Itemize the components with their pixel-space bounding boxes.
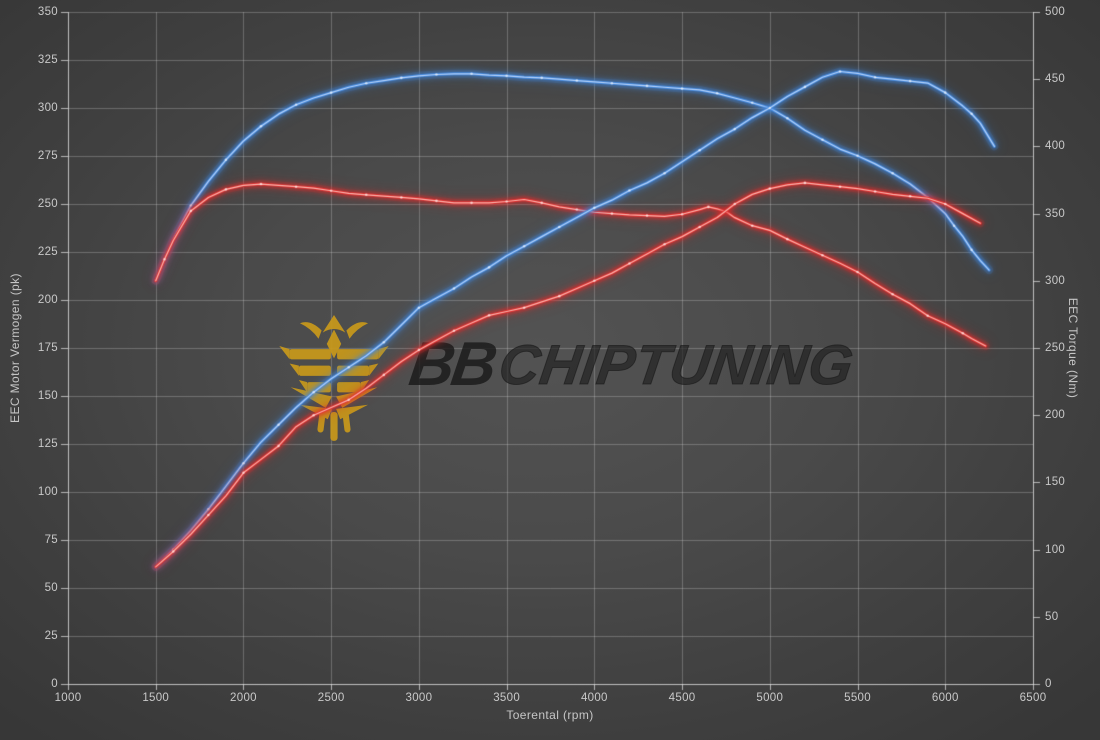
- chart-curves-canvas: [0, 0, 1100, 740]
- dyno-chart: BB CHIPTUNING EEC Motor Vermogen (pk) EE…: [0, 0, 1100, 740]
